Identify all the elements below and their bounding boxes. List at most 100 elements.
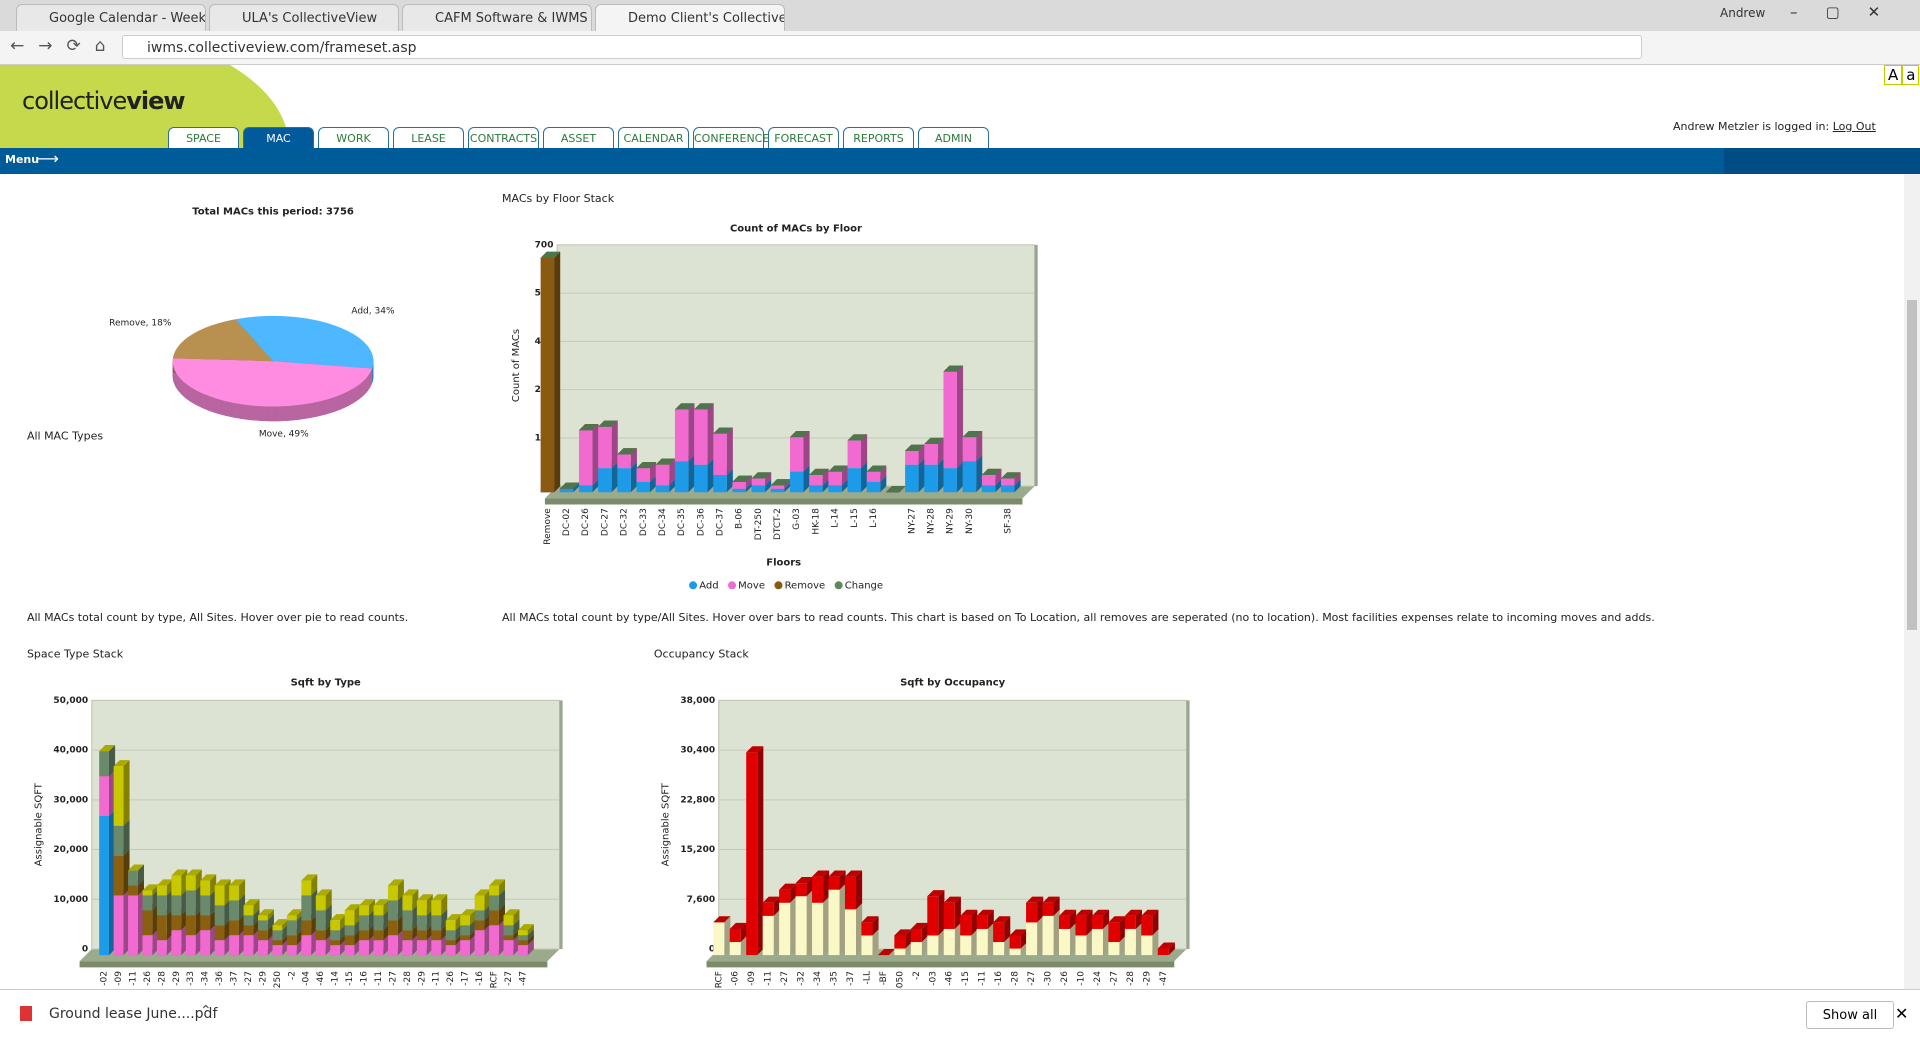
bar-top bbox=[713, 916, 731, 923]
window-controls[interactable]: –▢✕ bbox=[1790, 3, 1909, 21]
browser-tab[interactable]: CAFM Software & IWMS bbox=[402, 4, 592, 31]
bar-side bbox=[513, 919, 520, 936]
bar bbox=[636, 468, 651, 482]
logout[interactable]: Log Out bbox=[1832, 120, 1876, 133]
bar-top bbox=[861, 916, 879, 923]
menu-band: Menu ⟶ bbox=[0, 148, 1920, 174]
nav-tab[interactable]: CONTRACTS bbox=[468, 127, 539, 148]
bar-side bbox=[726, 427, 733, 476]
nav-tab[interactable]: WORK bbox=[318, 127, 389, 148]
bar-side bbox=[267, 934, 274, 956]
bar-side bbox=[938, 929, 945, 956]
bar bbox=[489, 925, 499, 956]
bar bbox=[214, 885, 225, 906]
bar-side bbox=[527, 939, 534, 956]
bar bbox=[344, 925, 355, 936]
bar-side bbox=[650, 462, 657, 482]
bar-side bbox=[1037, 916, 1044, 956]
bar-side bbox=[1014, 479, 1021, 493]
bar bbox=[387, 885, 398, 901]
download-menu[interactable]: ⌃ bbox=[200, 1003, 212, 1019]
font-large[interactable]: A bbox=[1884, 65, 1903, 85]
nav-tab[interactable]: CALENDAR bbox=[618, 127, 689, 148]
bar-side bbox=[311, 889, 318, 921]
bar bbox=[812, 902, 824, 956]
bar-side bbox=[340, 924, 347, 941]
x-tick-label: -34 bbox=[201, 971, 211, 986]
url-box[interactable]: iwms.collectiveview.com/frameset.asp bbox=[122, 35, 1642, 59]
y-tick-label: 30,000 bbox=[53, 795, 88, 805]
bar-top bbox=[578, 424, 599, 431]
bar bbox=[359, 930, 369, 941]
bar-side bbox=[383, 934, 390, 956]
bar-top bbox=[99, 745, 116, 752]
nav-tab[interactable]: FORECAST bbox=[768, 127, 839, 148]
x-tick-label: DC-27 bbox=[600, 508, 610, 536]
bar-top bbox=[962, 430, 983, 438]
x-tick-label: -06 bbox=[731, 971, 741, 986]
bar-side bbox=[790, 896, 797, 956]
font-small[interactable]: a bbox=[1902, 65, 1920, 85]
nav-tab[interactable]: ASSET bbox=[543, 127, 614, 148]
x-tick-label: -16 bbox=[475, 971, 485, 986]
browser-tab[interactable]: Demo Client's Collective bbox=[595, 4, 785, 31]
bar bbox=[503, 940, 514, 956]
y-tick-label: 50,000 bbox=[53, 696, 88, 706]
nav-buttons[interactable]: ←→⟳⌂ bbox=[10, 36, 120, 56]
menu-arrow: ⟶ bbox=[36, 149, 59, 168]
bar-side bbox=[469, 934, 477, 956]
bar-side bbox=[368, 934, 376, 956]
y-tick-label: 22,800 bbox=[680, 795, 715, 805]
bar bbox=[185, 890, 196, 916]
nav-tab[interactable]: MAC bbox=[243, 127, 314, 148]
bar-top bbox=[746, 746, 764, 753]
bar bbox=[315, 910, 326, 931]
nav-tab[interactable]: CONFERENCE bbox=[693, 127, 769, 148]
nav-tab[interactable]: REPORTS bbox=[843, 127, 914, 148]
wall-edge bbox=[1034, 244, 1038, 487]
bar-top bbox=[156, 879, 173, 886]
bar bbox=[258, 930, 268, 941]
bar-top bbox=[1075, 909, 1093, 916]
y-tick-label: 0 bbox=[709, 944, 715, 954]
bar-side bbox=[1135, 922, 1142, 956]
browser-tab[interactable]: ULA's CollectiveView bbox=[209, 4, 399, 31]
scrollbar[interactable] bbox=[1904, 174, 1920, 989]
bar-side bbox=[1020, 942, 1027, 956]
bar-side bbox=[1102, 909, 1110, 929]
nav-tab[interactable]: ADMIN bbox=[918, 127, 989, 148]
bar-side bbox=[195, 869, 202, 891]
bar-side bbox=[513, 929, 520, 941]
x-tick-label: DC-37 bbox=[716, 508, 726, 536]
bar bbox=[1075, 935, 1087, 956]
bar bbox=[1042, 915, 1054, 956]
bar bbox=[746, 752, 758, 956]
bar bbox=[402, 930, 413, 941]
bar bbox=[229, 885, 239, 901]
scroll-thumb[interactable] bbox=[1907, 300, 1917, 630]
bar-side bbox=[441, 924, 448, 941]
pie-slice bbox=[235, 315, 374, 369]
menu[interactable]: Menu bbox=[5, 153, 40, 166]
browser-tab[interactable]: Google Calendar - Week bbox=[16, 4, 206, 31]
download-file[interactable]: Ground lease June....pdf bbox=[49, 1006, 218, 1022]
bar-side bbox=[412, 934, 419, 956]
x-tick-label: NY-27 bbox=[907, 508, 917, 534]
bar-side bbox=[152, 929, 159, 956]
show-all[interactable]: Show all bbox=[1806, 1001, 1894, 1029]
close-downloads[interactable]: ✕ bbox=[1895, 1004, 1909, 1023]
bar-side bbox=[822, 468, 829, 486]
bar bbox=[1091, 928, 1103, 956]
bar bbox=[402, 895, 413, 911]
bar bbox=[762, 915, 774, 956]
profile[interactable]: Andrew bbox=[1720, 6, 1766, 20]
x-tick-label: -32 bbox=[797, 971, 807, 986]
nav-tab[interactable]: SPACE bbox=[168, 127, 239, 148]
bar bbox=[828, 876, 840, 890]
bar-top bbox=[1091, 909, 1110, 916]
bar bbox=[943, 371, 957, 469]
nav-tab[interactable]: LEASE bbox=[393, 127, 464, 148]
bar-side bbox=[426, 894, 433, 916]
bar-side bbox=[861, 434, 868, 469]
bar bbox=[156, 885, 167, 896]
